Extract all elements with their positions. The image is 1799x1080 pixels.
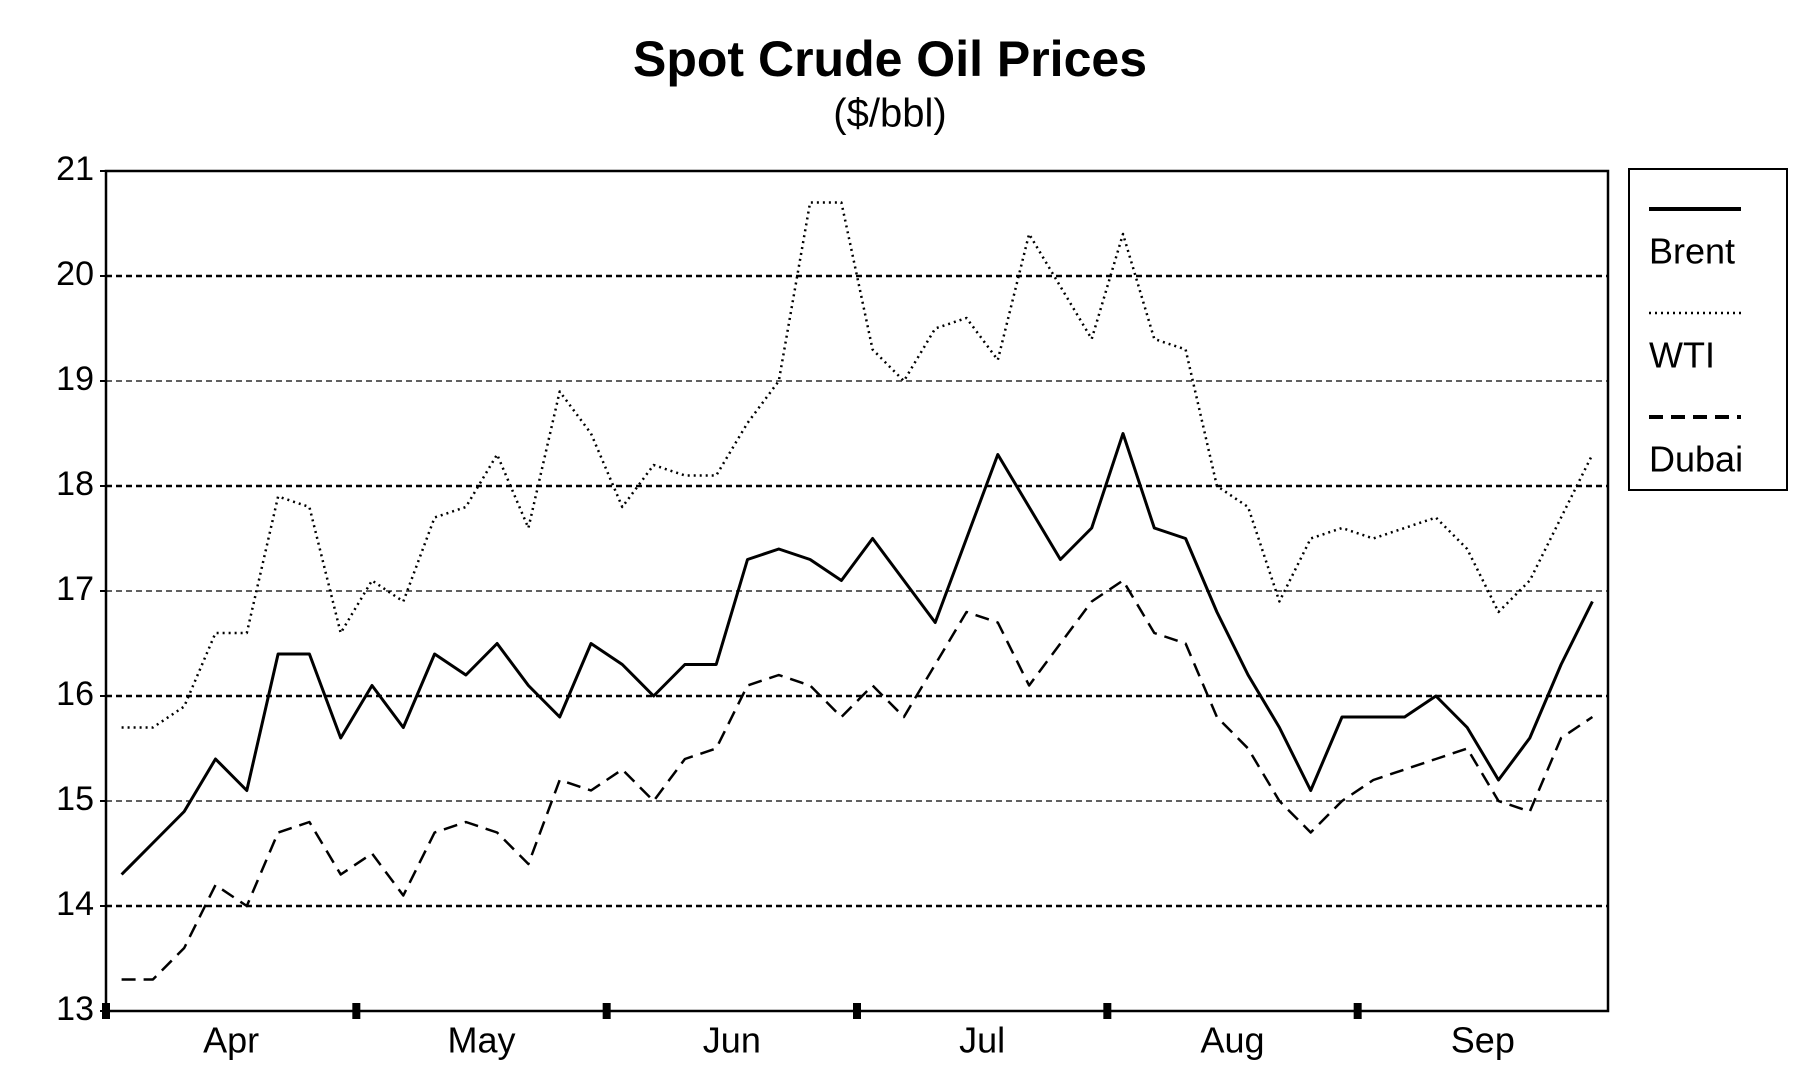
- y-tick-label: 13: [56, 990, 94, 1028]
- y-tick-label: 15: [56, 780, 94, 818]
- legend-label: Brent: [1649, 231, 1735, 272]
- chart-title: Spot Crude Oil Prices: [633, 31, 1147, 87]
- x-tick-label: Jul: [959, 1020, 1005, 1061]
- y-tick-label: 18: [56, 465, 94, 503]
- series-line: [120, 432, 1594, 876]
- x-tick-label: Jun: [703, 1020, 761, 1061]
- y-tick-label: 19: [56, 360, 94, 398]
- legend-label: Dubai: [1649, 439, 1743, 480]
- y-tick-label: 21: [56, 150, 94, 188]
- x-tick-label: Apr: [203, 1020, 259, 1061]
- x-tick-label: Aug: [1200, 1020, 1264, 1061]
- series-line: [121, 579, 1594, 981]
- x-tick: [853, 1003, 861, 1019]
- y-tick-label: 14: [56, 885, 94, 923]
- x-tick-label: Sep: [1451, 1020, 1515, 1061]
- x-tick: [102, 1003, 110, 1019]
- chart-subtitle: ($/bbl): [833, 92, 946, 136]
- y-tick-label: 17: [56, 570, 94, 608]
- legend-box: [1628, 168, 1788, 491]
- x-tick: [1353, 1003, 1362, 1019]
- x-tick: [1103, 1003, 1112, 1019]
- legend-label: WTI: [1649, 335, 1715, 376]
- x-tick-label: May: [447, 1020, 515, 1061]
- x-tick: [352, 1003, 361, 1019]
- y-tick-label: 20: [56, 255, 94, 293]
- series-line: [121, 201, 1594, 729]
- y-tick-label: 16: [56, 675, 94, 713]
- x-tick: [602, 1003, 611, 1019]
